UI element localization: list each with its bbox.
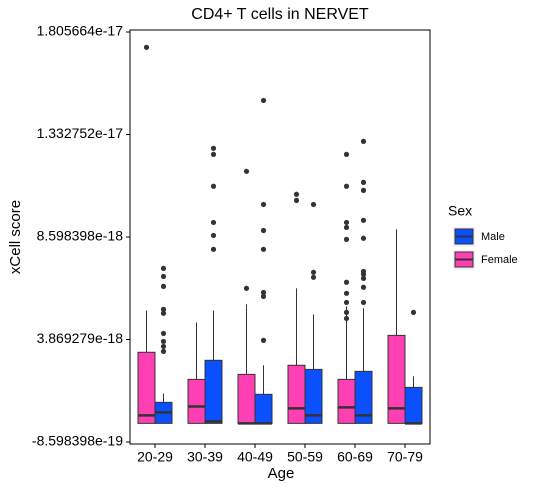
outlier xyxy=(260,289,267,296)
outlier xyxy=(360,235,367,241)
outlier xyxy=(260,337,267,343)
outlier xyxy=(160,330,167,337)
outlier xyxy=(360,187,367,193)
plot-panel xyxy=(129,29,431,445)
outlier xyxy=(243,285,250,291)
outlier xyxy=(210,219,217,226)
outlier xyxy=(343,183,350,189)
outlier xyxy=(343,151,350,158)
outlier xyxy=(343,236,350,242)
outlier xyxy=(343,290,350,296)
outlier xyxy=(343,224,350,231)
x-tick-label: 40-49 xyxy=(237,449,273,465)
box xyxy=(204,359,223,424)
box xyxy=(387,334,406,424)
x-tick-label: 50-59 xyxy=(287,449,323,465)
outlier xyxy=(360,284,367,290)
x-axis-label: Age xyxy=(268,465,295,482)
outlier xyxy=(343,299,350,306)
y-tick-label: -8.598398e-19 xyxy=(32,433,123,449)
outlier xyxy=(160,265,167,272)
outlier xyxy=(310,274,317,280)
box xyxy=(404,386,423,424)
outlier xyxy=(160,273,167,280)
x-tick-label: 20-29 xyxy=(137,449,173,465)
box xyxy=(354,370,373,424)
outlier xyxy=(243,168,250,174)
box xyxy=(254,393,273,424)
chart-title: CD4+ T cells in NERVET xyxy=(191,6,369,23)
outlier xyxy=(210,145,217,151)
outlier xyxy=(343,279,350,285)
legend-label: Female xyxy=(481,254,518,266)
outlier xyxy=(210,232,217,239)
y-tick-label: 8.598398e-18 xyxy=(37,228,124,244)
y-tick-label: 1.332752e-17 xyxy=(37,125,124,141)
outlier xyxy=(160,343,167,350)
x-tick-label: 60-69 xyxy=(337,449,373,465)
legend-title: Sex xyxy=(448,203,472,219)
outlier xyxy=(160,306,167,312)
y-axis-label: xCell score xyxy=(7,200,24,274)
outlier xyxy=(343,219,350,226)
box xyxy=(187,378,206,424)
y-tick-label: 1.805664e-17 xyxy=(37,23,124,39)
outlier xyxy=(160,338,167,345)
outlier xyxy=(360,217,367,223)
x-tick-label: 30-39 xyxy=(187,449,223,465)
outlier xyxy=(310,201,317,208)
outlier xyxy=(260,246,267,252)
outlier xyxy=(260,201,267,208)
box xyxy=(287,364,306,424)
outlier xyxy=(160,348,167,355)
box xyxy=(304,368,323,424)
outlier xyxy=(360,179,367,185)
outlier xyxy=(310,269,317,275)
box xyxy=(137,351,156,424)
outlier xyxy=(360,138,367,144)
outlier xyxy=(210,183,217,189)
outlier xyxy=(360,275,367,281)
outlier xyxy=(143,44,150,50)
outlier xyxy=(410,309,417,316)
outlier xyxy=(293,197,300,203)
outlier xyxy=(160,283,167,289)
outlier xyxy=(160,310,167,316)
outlier xyxy=(210,151,217,158)
outlier xyxy=(343,315,350,322)
outlier xyxy=(360,271,367,277)
x-tick-label: 70-79 xyxy=(387,449,423,465)
outlier xyxy=(360,299,367,306)
outlier xyxy=(293,191,300,197)
y-tick-label: 3.869279e-18 xyxy=(37,330,124,346)
outlier xyxy=(260,227,267,234)
legend-label: Male xyxy=(481,231,505,243)
outlier xyxy=(343,309,350,316)
outlier xyxy=(260,293,267,299)
box xyxy=(337,378,356,424)
box xyxy=(237,373,256,424)
outlier xyxy=(260,97,267,104)
outlier xyxy=(210,246,217,252)
